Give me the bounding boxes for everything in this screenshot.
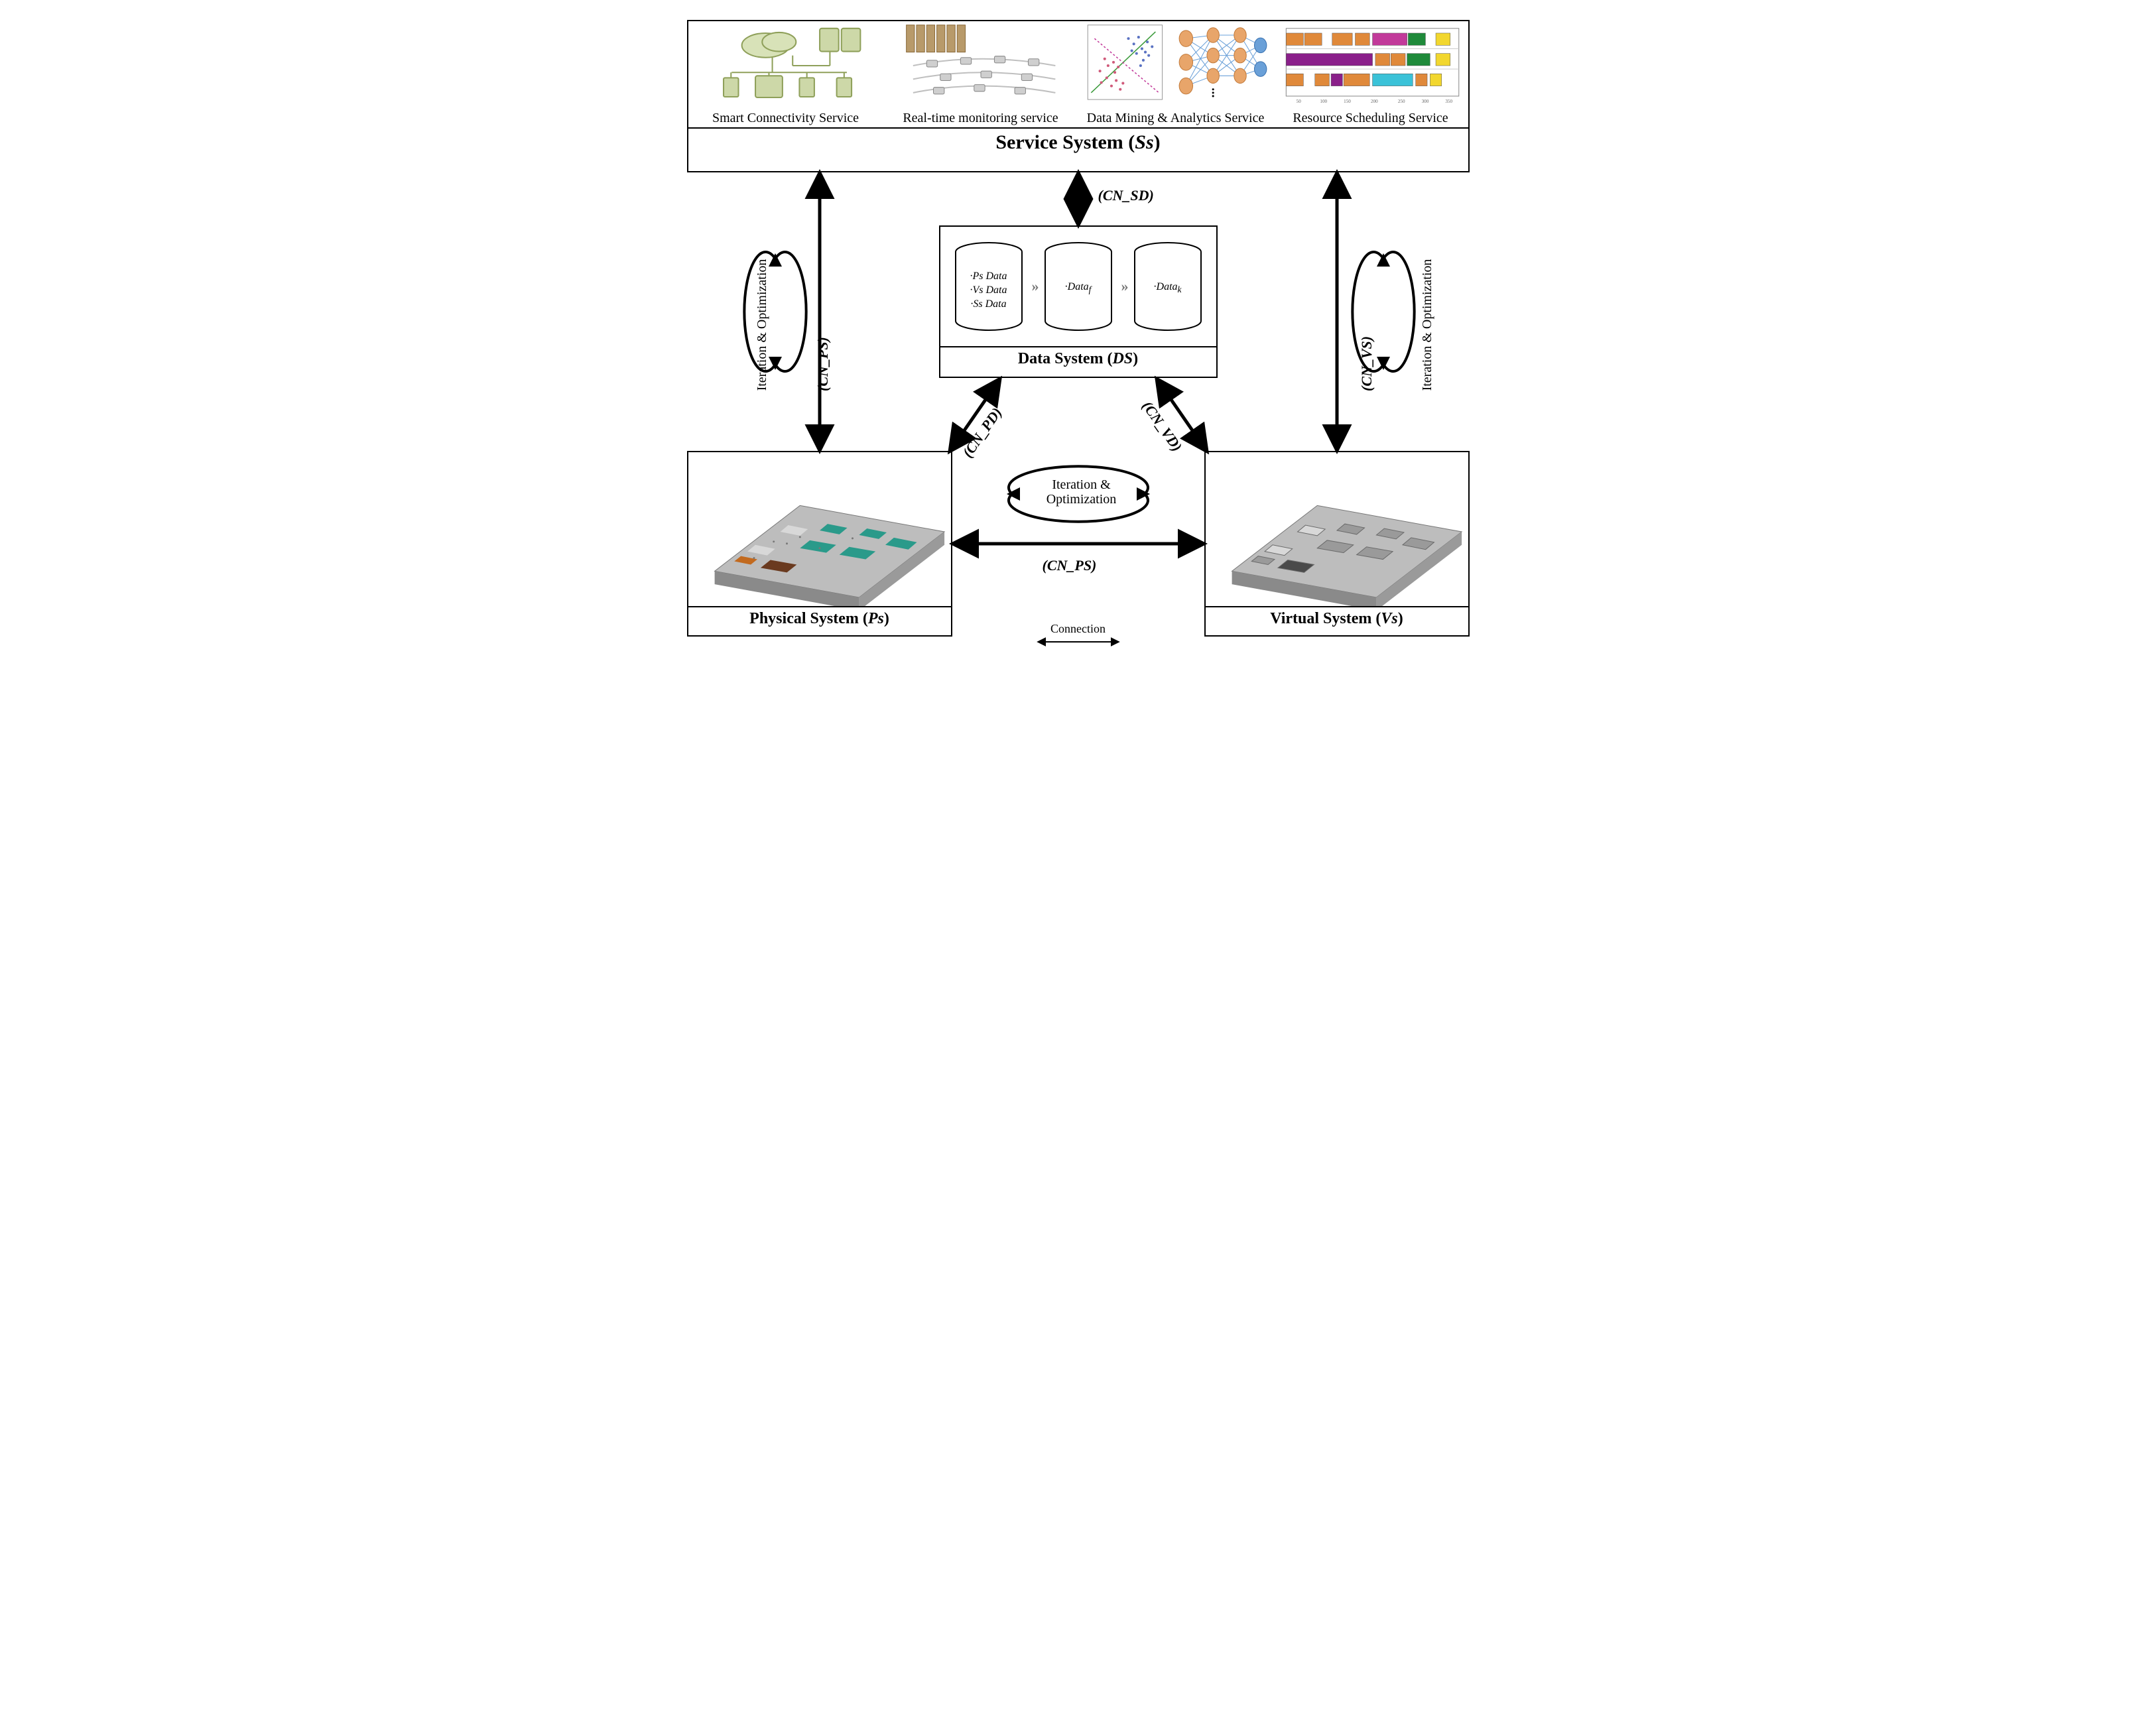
service-label: Real-time monitoring service	[903, 111, 1058, 126]
service-resource-scheduling: 50 100 150 200 250 300 350 Resource Schedulin…	[1273, 21, 1468, 127]
cyl-line: ·Data	[1154, 281, 1178, 292]
svg-text:300: 300	[1421, 99, 1428, 104]
service-data-mining: Data Mining & Analytics Service	[1078, 21, 1273, 127]
cylinder-label: ·Datak	[1131, 280, 1204, 296]
digital-twin-architecture-diagram: Smart Connectivity Service	[680, 13, 1476, 650]
service-system-box: Smart Connectivity Service	[687, 20, 1470, 172]
service-system-title: Service System (Ss)	[688, 127, 1468, 156]
iteration-label-left: Iteration & Optimization	[755, 252, 769, 398]
cylinder-raw-data: ·Ps Data ·Vs Data ·Ss Data	[952, 240, 1025, 333]
svg-text:250: 250	[1397, 99, 1405, 104]
cylinder-label: ·Ps Data ·Vs Data ·Ss Data	[952, 270, 1025, 311]
cyl-line: ·Ss Data	[958, 298, 1020, 312]
svg-text:100: 100	[1320, 99, 1327, 104]
legend-arrow-icon	[1025, 636, 1131, 648]
title-text: Service System (	[995, 131, 1135, 153]
service-label: Data Mining & Analytics Service	[1087, 111, 1265, 126]
data-system-title: Data System (DS)	[940, 346, 1216, 371]
cylinder-datak: ·Datak	[1131, 240, 1204, 333]
title-text: Physical System (	[749, 610, 868, 627]
iteration-label-right: Iteration & Optimization	[1420, 252, 1434, 398]
title-close: )	[884, 610, 889, 627]
title-text: Data System (	[1018, 350, 1113, 367]
resource-scheduling-icon: 50 100 150 200 250 300 350	[1276, 17, 1466, 108]
service-realtime-monitoring: Real-time monitoring service	[883, 21, 1078, 127]
smart-connectivity-icon	[691, 17, 881, 108]
title-text: Virtual System (	[1270, 610, 1381, 627]
connection-legend: Connection	[1025, 622, 1131, 651]
label-cn-pd: (CN_PD)	[959, 404, 1005, 461]
service-label: Smart Connectivity Service	[712, 111, 859, 126]
svg-text:50: 50	[1296, 99, 1301, 104]
svg-text:150: 150	[1344, 99, 1351, 104]
cylinder-label: ·Dataf	[1042, 280, 1115, 296]
label-cn-vd: (CN_VD)	[1138, 398, 1185, 455]
label-cn-ps-bottom: (CN_PS)	[1043, 557, 1097, 574]
cylinder-dataf: ·Dataf	[1042, 240, 1115, 333]
realtime-monitoring-icon	[886, 17, 1076, 108]
label-cn-vs-right: (CN_VS)	[1358, 336, 1375, 391]
service-row: Smart Connectivity Service	[688, 21, 1468, 127]
label-cn-sd: (CN_SD)	[1098, 187, 1154, 204]
label-cn-ps-left: (CN_PS)	[814, 337, 832, 391]
data-system-body: ·Ps Data ·Vs Data ·Ss Data » ·Dataf » ·D…	[940, 227, 1216, 346]
cyl-sub: k	[1178, 284, 1182, 294]
title-close: )	[1154, 131, 1161, 153]
physical-system-box: Physical System (Ps)	[687, 451, 952, 637]
cyl-line: ·Ps Data	[958, 270, 1020, 284]
chevron-icon: »	[1032, 278, 1035, 295]
iter-line: Iteration &	[1039, 477, 1125, 492]
svg-text:200: 200	[1371, 99, 1378, 104]
iteration-label-bottom: Iteration & Optimization	[1039, 477, 1125, 507]
title-close: )	[1133, 350, 1138, 367]
svg-text:350: 350	[1445, 99, 1452, 104]
virtual-system-box: Virtual System (Vs)	[1204, 451, 1470, 637]
cyl-sub: f	[1089, 284, 1092, 294]
title-italic: DS	[1112, 350, 1133, 367]
cyl-line: ·Data	[1065, 281, 1089, 292]
title-italic: Ps	[868, 610, 884, 627]
virtual-system-title: Virtual System (Vs)	[1206, 606, 1468, 631]
chevron-icon: »	[1121, 278, 1125, 295]
title-italic: Ss	[1135, 131, 1153, 153]
cyl-line: ·Vs Data	[958, 284, 1020, 298]
data-mining-icon	[1081, 17, 1271, 108]
data-system-box: ·Ps Data ·Vs Data ·Ss Data » ·Dataf » ·D…	[939, 225, 1218, 378]
legend-text: Connection	[1025, 622, 1131, 636]
service-label: Resource Scheduling Service	[1293, 111, 1448, 126]
virtual-system-render	[1206, 452, 1468, 606]
iter-line: Optimization	[1039, 492, 1125, 507]
physical-system-title: Physical System (Ps)	[688, 606, 951, 631]
title-italic: Vs	[1381, 610, 1397, 627]
service-smart-connectivity: Smart Connectivity Service	[688, 21, 883, 127]
title-close: )	[1398, 610, 1403, 627]
physical-system-render	[688, 452, 951, 606]
